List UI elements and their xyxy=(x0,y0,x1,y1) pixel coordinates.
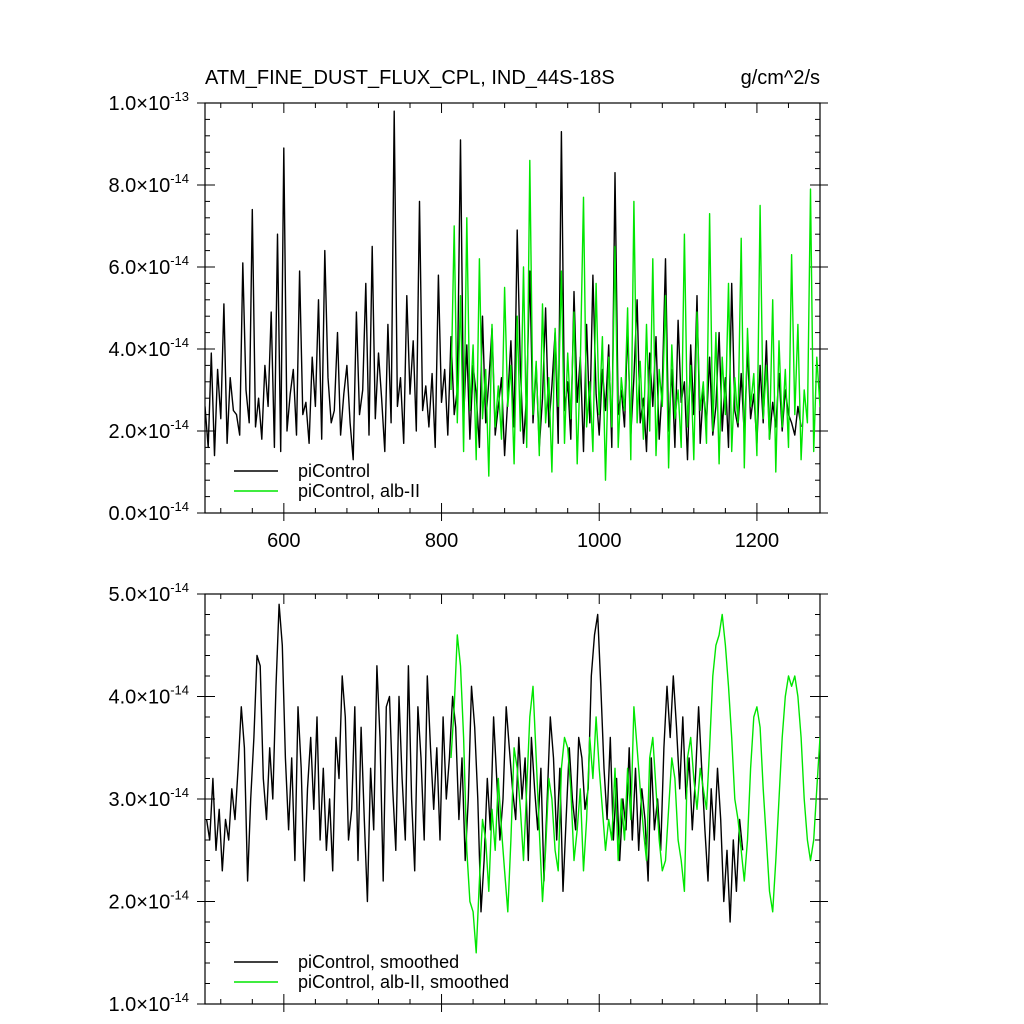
top-x-tick-label-0: 600 xyxy=(267,530,300,552)
y-tick-exponent: -14 xyxy=(170,253,189,268)
y-tick-times: ×10 xyxy=(136,687,170,709)
y-tick-times: ×10 xyxy=(136,175,170,197)
y-tick-exponent: -14 xyxy=(170,888,189,903)
y-tick-mantissa: 1.0 xyxy=(108,93,136,115)
y-tick-times: ×10 xyxy=(136,584,170,606)
y-tick-mantissa: 4.0 xyxy=(108,687,136,709)
y-tick-mantissa: 2.0 xyxy=(108,421,136,443)
bottom-y-tick-label-1: 2.0×10-14 xyxy=(108,888,189,914)
y-tick-mantissa: 4.0 xyxy=(108,339,136,361)
y-tick-times: ×10 xyxy=(136,421,170,443)
y-tick-times: ×10 xyxy=(136,257,170,279)
y-tick-exponent: -14 xyxy=(170,785,189,800)
bottom-series-line-1 xyxy=(450,613,820,954)
y-tick-mantissa: 2.0 xyxy=(108,892,136,914)
y-tick-mantissa: 1.0 xyxy=(108,994,136,1016)
top-x-tick-label-2: 1000 xyxy=(577,530,622,552)
y-tick-mantissa: 0.0 xyxy=(108,503,136,525)
y-tick-exponent: -14 xyxy=(170,335,189,350)
top-panel: ATM_FINE_DUST_FLUX_CPL, IND_44S-18S g/cm… xyxy=(108,67,828,552)
top-y-tick-label-4: 8.0×10-14 xyxy=(108,171,189,197)
top-legend: piControl piControl, alb-II xyxy=(234,461,420,501)
bottom-y-tick-label-3: 4.0×10-14 xyxy=(108,683,189,709)
y-tick-exponent: -13 xyxy=(170,89,189,104)
y-tick-times: ×10 xyxy=(136,789,170,811)
top-series-lines xyxy=(205,110,820,481)
top-y-tick-label-3: 6.0×10-14 xyxy=(108,253,189,279)
bottom-y-tick-label-2: 3.0×10-14 xyxy=(108,785,189,811)
bottom-y-tick-label-0: 1.0×10-14 xyxy=(108,990,189,1016)
top-series-line-1 xyxy=(450,159,820,481)
top-series-line-0 xyxy=(205,110,802,461)
y-tick-exponent: -14 xyxy=(170,990,189,1005)
top-plot-frame xyxy=(204,102,821,514)
top-chart-title: ATM_FINE_DUST_FLUX_CPL, IND_44S-18S xyxy=(205,67,615,89)
y-tick-mantissa: 8.0 xyxy=(108,175,136,197)
top-x-tick-label-3: 1200 xyxy=(735,530,780,552)
y-tick-times: ×10 xyxy=(136,339,170,361)
y-tick-exponent: -14 xyxy=(170,171,189,186)
y-tick-exponent: -14 xyxy=(170,683,189,698)
top-y-tick-label-5: 1.0×10-13 xyxy=(108,89,189,115)
bottom-y-tick-label-4: 5.0×10-14 xyxy=(108,580,189,606)
y-tick-exponent: -14 xyxy=(170,580,189,595)
bottom-legend: piControl, smoothed piControl, alb-II, s… xyxy=(234,952,509,992)
top-y-tick-label-0: 0.0×10-14 xyxy=(108,499,189,525)
bottom-legend-label-0: piControl, smoothed xyxy=(298,952,459,972)
top-ticks xyxy=(197,102,828,521)
y-tick-mantissa: 6.0 xyxy=(108,257,136,279)
y-tick-times: ×10 xyxy=(136,503,170,525)
top-chart-units: g/cm^2/s xyxy=(741,67,820,89)
y-tick-mantissa: 3.0 xyxy=(108,789,136,811)
y-tick-times: ×10 xyxy=(136,892,170,914)
bottom-series-lines xyxy=(205,603,820,954)
top-y-tick-label-1: 2.0×10-14 xyxy=(108,417,189,443)
bottom-legend-label-1: piControl, alb-II, smoothed xyxy=(298,972,509,992)
top-y-tick-labels: 0.0×10-142.0×10-144.0×10-146.0×10-148.0×… xyxy=(108,89,189,525)
top-legend-label-0: piControl xyxy=(298,461,370,481)
y-tick-exponent: -14 xyxy=(170,499,189,514)
top-x-tick-labels: 600 800 1000 1200 xyxy=(267,530,779,552)
y-tick-mantissa: 5.0 xyxy=(108,584,136,606)
y-tick-exponent: -14 xyxy=(170,417,189,432)
top-x-tick-label-1: 800 xyxy=(425,530,458,552)
bottom-panel: 1.0×10-142.0×10-143.0×10-144.0×10-145.0×… xyxy=(108,580,828,1016)
top-y-tick-label-2: 4.0×10-14 xyxy=(108,335,189,361)
bottom-y-tick-labels: 1.0×10-142.0×10-143.0×10-144.0×10-145.0×… xyxy=(108,580,189,1016)
y-tick-times: ×10 xyxy=(136,93,170,115)
top-legend-label-1: piControl, alb-II xyxy=(298,481,420,501)
bottom-ticks xyxy=(197,593,828,1012)
y-tick-times: ×10 xyxy=(136,994,170,1016)
bottom-series-line-0 xyxy=(205,603,744,923)
